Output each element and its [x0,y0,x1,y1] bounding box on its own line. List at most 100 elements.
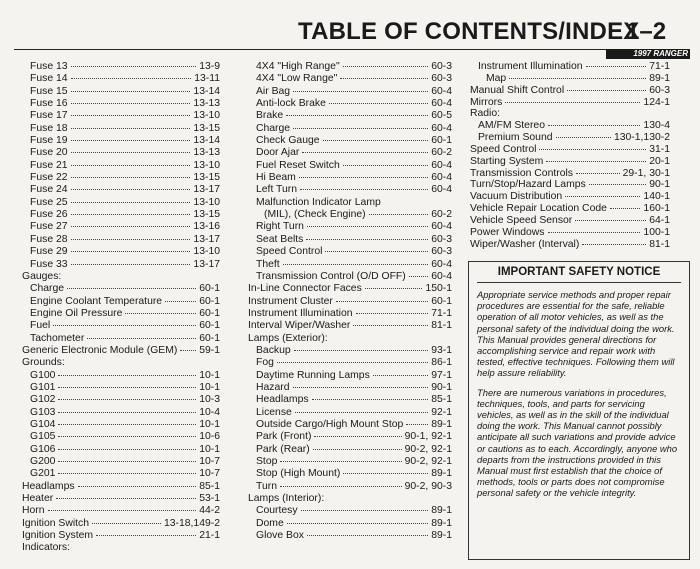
index-entry: Fuse 24 13-17 [22,184,220,196]
entry-label: Dome [256,517,284,529]
index-entry: Stop 90-2, 92-1 [248,456,452,468]
entry-page: 60-4 [431,159,452,171]
index-entry: Instrument Illumination 71-1 [248,308,452,320]
entry-page: 60-1 [199,332,220,344]
index-entry: G102 10-3 [22,394,220,406]
entry-label: Fuse 18 [30,122,68,134]
entry-page: 60-1 [199,307,220,319]
leader [70,263,191,265]
leader [509,77,647,79]
entry-page: 13-13 [193,98,220,110]
leader [180,349,197,351]
entry-label: Vacuum Distribution [470,191,563,203]
leader [368,214,429,216]
index-entry: AM/FM Stereo 130-4 [470,120,670,132]
entry-page: 90-1 [649,179,670,191]
index-entry: Fuse 17 13-10 [22,110,220,122]
entry-label: Check Gauge [256,135,320,147]
entry-label: Horn [22,505,45,517]
index-entry: Charge 60-4 [248,123,452,135]
leader [588,184,647,186]
index-entry: Fuse 21 13-10 [22,160,220,172]
leader [342,164,429,166]
leader [364,288,423,290]
notice-title: IMPORTANT SAFETY NOTICE [477,266,681,283]
index-entry: G103 10-4 [22,407,220,419]
entry-page: 10-7 [199,456,220,467]
index-entry: Glove Box 89-1 [248,530,452,542]
leader [575,219,647,221]
entry-page: 10-1 [199,369,220,381]
page-number: 1–2 [626,18,667,45]
entry-label: Engine Coolant Temperature [30,295,163,307]
index-entry: Stop (High Mount) 89-1 [248,468,452,480]
header-rule [14,49,690,50]
leader [70,127,191,129]
leader [286,522,429,524]
entry-page: 60-4 [431,270,452,282]
index-entry: Ignition Switch 13-18,149-2 [22,518,220,530]
index-entry: Fuse 18 13-15 [22,123,220,135]
leader [546,160,647,162]
entry-page: 86-1 [431,357,452,369]
entry-label: Starting System [470,155,544,167]
entry-page: 60-4 [431,221,452,233]
entry-label: Fuse 21 [30,159,68,171]
entry-label: Speed Control [470,143,537,155]
entry-page: 60-3 [431,246,452,258]
entry-label: Radio: [470,108,501,120]
leader [300,510,429,512]
leader [293,349,429,351]
leader [70,189,191,191]
entry-label: Tachometer [30,332,85,344]
entry-page: 60-4 [431,184,452,196]
index-entry: Air Bag 60-4 [248,86,452,98]
leader [70,238,191,240]
leader [70,140,191,142]
entry-label: Ignition Switch [22,517,89,529]
entry-page: 59-1 [199,344,220,356]
leader [58,374,197,376]
leader [340,78,429,80]
entry-label: Headlamps [256,394,309,406]
leader [609,208,641,210]
index-entry: Fuse 15 13-14 [22,86,220,98]
index-entry: Fuse 25 13-10 [22,197,220,209]
entry-label: Courtesy [256,505,298,517]
entry-label: Lamps (Interior): [248,493,325,505]
index-entry: Generic Electronic Module (GEM) 59-1 [22,345,220,357]
entry-page: 13-15 [193,122,220,134]
entry-label: Fuse 25 [30,196,68,208]
leader [406,423,429,425]
entry-page: 60-5 [431,110,452,122]
leader [408,275,429,277]
entry-label: Interval Wiper/Washer [248,320,351,332]
entry-label: Stop [256,456,278,467]
leader [58,386,197,388]
index-entry: Fuse 28 13-17 [22,234,220,246]
index-entry: Backup 93-1 [248,345,452,357]
entry-label: G104 [30,418,56,430]
entry-page: 60-4 [431,172,452,184]
leader [58,411,197,413]
entry-label: Left Turn [256,184,298,196]
index-entry: Dome 89-1 [248,518,452,530]
entry-page: 160-1 [643,203,670,215]
leader [70,251,191,253]
index-entry: G105 10-6 [22,431,220,443]
entry-page: 10-4 [199,406,220,418]
index-entry: Fuel Reset Switch 60-4 [248,160,452,172]
index-entry: Fuse 29 13-10 [22,246,220,258]
index-entry: Vehicle Repair Location Code 160-1 [470,203,670,215]
entry-label: G105 [30,431,56,443]
leader [325,251,429,253]
entry-label: Fuse 26 [30,209,68,221]
index-entry: Fuel 60-1 [22,320,220,332]
leader [280,461,402,462]
safety-notice: IMPORTANT SAFETY NOTICE Appropriate serv… [468,261,690,560]
leader [47,510,197,512]
index-entry: Fuse 13 13-9 [22,61,220,73]
entry-page: 81-1 [649,238,670,250]
index-entry: Turn 90-2, 90-3 [248,481,452,493]
index-entry: G104 10-1 [22,419,220,431]
